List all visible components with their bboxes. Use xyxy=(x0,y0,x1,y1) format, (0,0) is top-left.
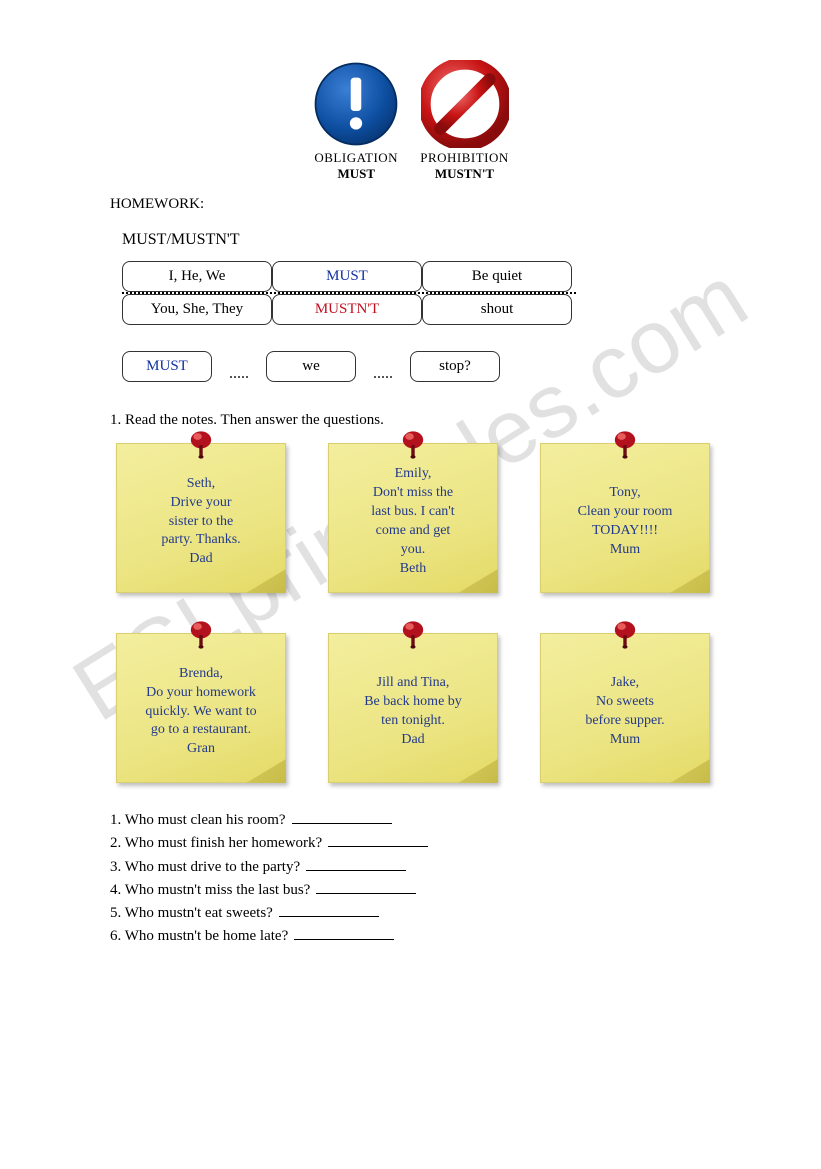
question-item: 3. Who must drive to the party? xyxy=(110,856,711,879)
question-text: 4. Who mustn't miss the last bus? xyxy=(110,882,310,898)
question-item: 5. Who mustn't eat sweets? xyxy=(110,902,711,925)
question-text: 2. Who must finish her homework? xyxy=(110,835,322,851)
note-body: Drive your sister to the party. Thanks. xyxy=(161,494,240,551)
pushpin-icon xyxy=(608,428,642,462)
worksheet-page: ESLprintables.com OBLIGATION MUST xyxy=(0,0,821,989)
answer-blank[interactable] xyxy=(306,856,406,871)
sticky-note: Emily, Don't miss the last bus. I can't … xyxy=(328,443,498,593)
dots-icon xyxy=(374,376,392,378)
dots-icon xyxy=(230,376,248,378)
question-subj-cell: we xyxy=(266,351,356,382)
note-to: Jill and Tina, xyxy=(377,674,450,693)
sticky-note: Seth, Drive your sister to the party. Th… xyxy=(116,443,286,593)
note-body: Do your homework quickly. We want to go … xyxy=(145,684,256,741)
answer-blank[interactable] xyxy=(316,879,416,894)
note-corner xyxy=(458,569,498,593)
homework-label: HOMEWORK: xyxy=(110,196,711,213)
obligation-word: MUST xyxy=(337,166,375,182)
prohibition-block: PROHIBITION MUSTN'T xyxy=(420,60,509,182)
answer-blank[interactable] xyxy=(294,925,394,940)
note-from: Mum xyxy=(610,541,640,560)
answer-blank[interactable] xyxy=(279,902,379,917)
question-text: 1. Who must clean his room? xyxy=(110,812,286,828)
note-corner xyxy=(458,759,498,783)
note-to: Tony, xyxy=(609,484,640,503)
question-item: 1. Who must clean his room? xyxy=(110,809,711,832)
section-subtitle: MUST/MUSTN'T xyxy=(122,231,711,249)
prohibition-word: MUSTN'T xyxy=(435,166,494,182)
question-item: 6. Who mustn't be home late? xyxy=(110,925,711,948)
mustnt-cell: MUSTN'T xyxy=(272,294,422,325)
obligation-sign-icon xyxy=(312,60,400,148)
prohibition-caption: PROHIBITION xyxy=(420,150,509,166)
note-corner xyxy=(246,569,286,593)
note-body: Don't miss the last bus. I can't come an… xyxy=(371,484,454,560)
must-cell: MUST xyxy=(272,261,422,292)
subjects-cell: I, He, We xyxy=(122,261,272,292)
sticky-note: Tony, Clean your room TODAY!!!! Mum xyxy=(540,443,710,593)
notes-grid: Seth, Drive your sister to the party. Th… xyxy=(116,443,711,783)
prohibition-sign-icon xyxy=(421,60,509,148)
note-from: Dad xyxy=(189,550,212,569)
note-corner xyxy=(670,569,710,593)
grammar-row-1: I, He, We MUST Be quiet xyxy=(122,261,711,292)
sticky-note: Jill and Tina, Be back home by ten tonig… xyxy=(328,633,498,783)
pushpin-icon xyxy=(396,428,430,462)
note-to: Emily, xyxy=(395,465,432,484)
note-corner xyxy=(246,759,286,783)
pushpin-icon xyxy=(396,618,430,652)
question-verb-cell: MUST xyxy=(122,351,212,382)
exercise-title: 1. Read the notes. Then answer the quest… xyxy=(110,412,711,429)
note-from: Gran xyxy=(187,740,215,759)
subjects-cell: You, She, They xyxy=(122,294,272,325)
question-text: 3. Who must drive to the party? xyxy=(110,859,300,875)
grammar-question-row: MUST we stop? xyxy=(122,351,711,382)
note-corner xyxy=(670,759,710,783)
question-text: 6. Who mustn't be home late? xyxy=(110,928,288,944)
question-item: 4. Who mustn't miss the last bus? xyxy=(110,879,711,902)
header-icons: OBLIGATION MUST PROHIBITION MUSTN'T xyxy=(110,60,711,182)
complement-cell: Be quiet xyxy=(422,261,572,292)
grammar-row-2: You, She, They MUSTN'T shout xyxy=(122,294,711,325)
grammar-table: I, He, We MUST Be quiet You, She, They M… xyxy=(110,261,711,382)
pushpin-icon xyxy=(184,428,218,462)
answer-blank[interactable] xyxy=(328,832,428,847)
note-from: Beth xyxy=(400,560,426,579)
note-to: Seth, xyxy=(187,475,215,494)
note-from: Mum xyxy=(610,731,640,750)
question-comp-cell: stop? xyxy=(410,351,500,382)
question-item: 2. Who must finish her homework? xyxy=(110,832,711,855)
pushpin-icon xyxy=(608,618,642,652)
obligation-caption: OBLIGATION xyxy=(314,150,398,166)
note-to: Brenda, xyxy=(179,665,223,684)
sticky-note: Brenda, Do your homework quickly. We wan… xyxy=(116,633,286,783)
note-body: Clean your room TODAY!!!! xyxy=(578,503,673,541)
note-to: Jake, xyxy=(611,674,639,693)
answer-blank[interactable] xyxy=(292,809,392,824)
sticky-note: Jake, No sweets before supper. Mum xyxy=(540,633,710,783)
obligation-block: OBLIGATION MUST xyxy=(312,60,400,182)
question-text: 5. Who mustn't eat sweets? xyxy=(110,905,273,921)
note-from: Dad xyxy=(401,731,424,750)
note-body: Be back home by ten tonight. xyxy=(364,693,462,731)
complement-cell: shout xyxy=(422,294,572,325)
pushpin-icon xyxy=(184,618,218,652)
note-body: No sweets before supper. xyxy=(585,693,664,731)
question-list: 1. Who must clean his room? 2. Who must … xyxy=(110,809,711,949)
